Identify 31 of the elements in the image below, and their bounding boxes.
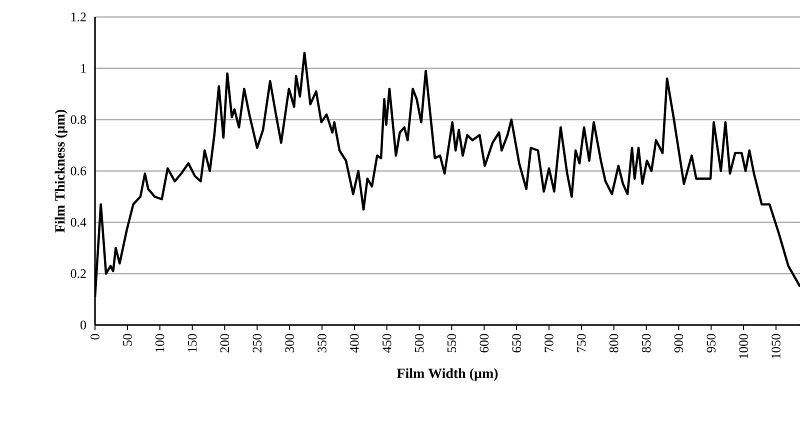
x-tick-label: 550 — [447, 334, 456, 352]
x-tick-label: 850 — [642, 334, 651, 352]
x-tick-label: 50 — [123, 334, 132, 346]
x-tick-label: 800 — [610, 334, 618, 352]
x-tick-label: 0 — [90, 334, 100, 340]
x-tick-label: 950 — [706, 334, 716, 353]
y-tick-label: 0.4 — [70, 218, 86, 227]
y-tick-label: 0 — [80, 320, 86, 330]
y-tick-label: 1.2 — [71, 12, 86, 22]
x-tick-label: 450 — [382, 334, 392, 353]
x-tick-label: 400 — [350, 334, 359, 353]
x-tick-label: 1000 — [739, 334, 748, 358]
x-tick-label: 350 — [318, 334, 326, 352]
y-tick-label: 0.2 — [70, 269, 86, 278]
y-tick-label: 1 — [81, 64, 86, 73]
x-tick-label: 750 — [577, 334, 586, 352]
x-tick-label: 300 — [285, 334, 294, 352]
y-tick-label: 0.6 — [70, 166, 86, 176]
x-tick-label: 500 — [414, 334, 424, 352]
x-tick-label: 600 — [480, 334, 489, 352]
x-tick-label: 200 — [220, 334, 230, 352]
x-tick-label: 700 — [544, 334, 554, 352]
x-axis-title: Film Width (µm) — [396, 368, 498, 381]
x-tick-label: 250 — [252, 334, 262, 352]
x-tick-label: 100 — [155, 334, 164, 352]
x-tick-label: 900 — [674, 334, 684, 353]
x-tick-label: 1050 — [772, 334, 780, 358]
y-tick-label: 0.8 — [70, 115, 86, 124]
x-tick-label: 650 — [512, 334, 521, 352]
x-tick-label: 150 — [188, 334, 197, 352]
y-axis-title: Film Thickness (µm) — [54, 110, 68, 233]
